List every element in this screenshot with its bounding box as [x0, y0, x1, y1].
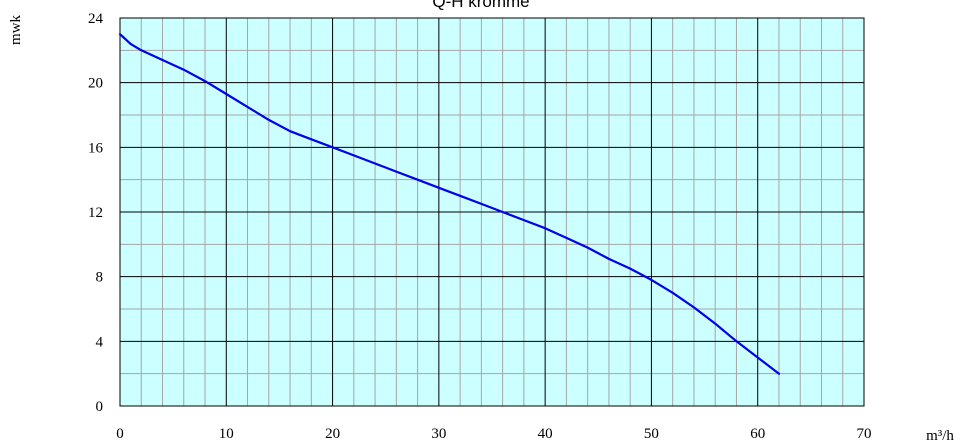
x-tick-label: 70 — [857, 426, 872, 442]
y-tick-label: 24 — [88, 11, 104, 27]
x-tick-label: 20 — [325, 426, 340, 442]
x-tick-label: 10 — [219, 426, 234, 442]
x-tick-label: 50 — [644, 426, 659, 442]
x-tick-labels: 0 10 20 30 40 50 60 70 — [116, 426, 871, 442]
chart-title: Q-H kromme — [432, 0, 529, 11]
y-tick-label: 12 — [88, 205, 103, 221]
x-tick-label: 30 — [431, 426, 446, 442]
y-tick-label: 4 — [96, 334, 104, 350]
y-tick-label: 0 — [96, 399, 104, 415]
x-tick-label: 0 — [116, 426, 124, 442]
y-axis-label: mwk — [8, 15, 24, 46]
series-layer — [118, 33, 781, 375]
y-tick-labels: 0 4 8 12 16 20 24 — [88, 11, 104, 415]
x-tick-label: 60 — [750, 426, 765, 442]
y-tick-label: 8 — [96, 270, 104, 286]
plot-border — [119, 17, 865, 407]
series-line-0 — [118, 33, 781, 375]
x-axis-label: m³/h — [926, 428, 954, 443]
y-tick-label: 20 — [88, 76, 103, 92]
x-tick-label: 40 — [538, 426, 553, 442]
y-tick-label: 16 — [88, 140, 104, 156]
